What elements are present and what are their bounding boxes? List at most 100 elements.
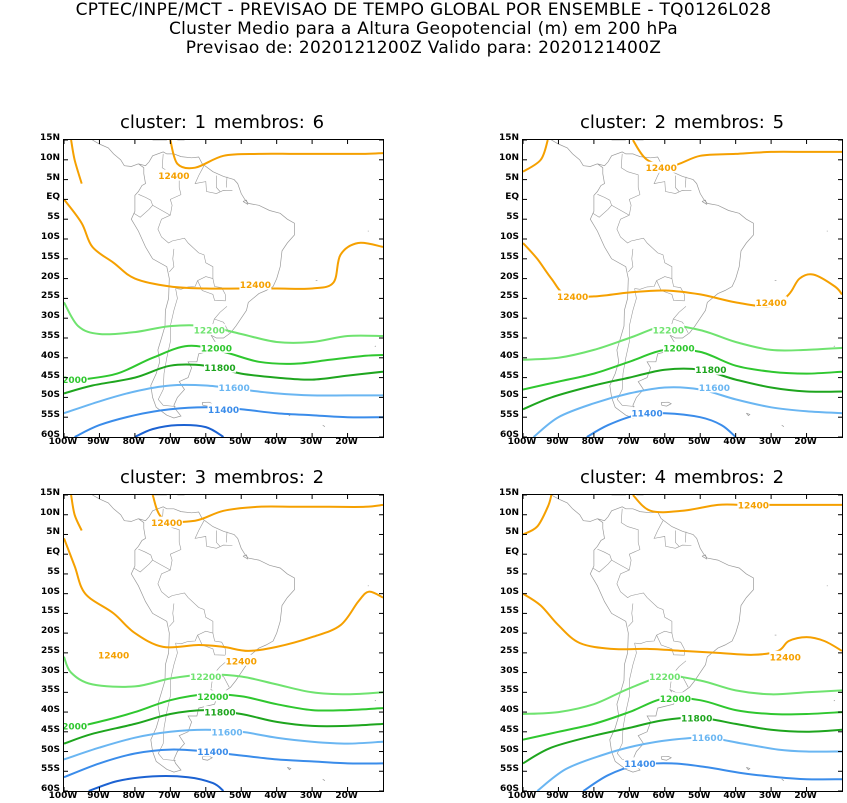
island-outline [660, 401, 672, 407]
contour-label: 12400 [226, 657, 257, 667]
lat-tick-label: 10N [39, 152, 60, 163]
lon-tick-label: 100W [48, 437, 78, 447]
lon-tick-label: 100W [507, 437, 537, 447]
country-border [157, 642, 178, 761]
lon-tick-label: 80W [122, 437, 146, 447]
contour-line-12400 [64, 198, 383, 290]
contour-line-11200 [88, 775, 225, 791]
contour-label: 12400 [557, 293, 588, 303]
lon-tick-label: 20W [794, 791, 817, 801]
contour-label: 11800 [695, 366, 726, 376]
lat-tick-label: 10S [499, 586, 519, 597]
lat-tick-label: 35S [499, 685, 519, 696]
island-outline [374, 345, 377, 347]
country-border [673, 318, 689, 334]
country-border [634, 630, 672, 645]
country-border [157, 549, 214, 634]
contour-label: 11600 [218, 384, 249, 394]
lat-tick-label: EQ [505, 547, 519, 558]
contour-label-bg [200, 341, 233, 353]
contour-label-bg [631, 407, 664, 419]
panel-title-cluster-1: cluster: 1 membros: 6 [119, 112, 325, 133]
contour-label-bg [659, 692, 692, 704]
contour-label-bg [691, 731, 724, 743]
central-america-coastline [92, 495, 139, 522]
country-border [152, 205, 171, 216]
lon-tick-label: 90W [87, 791, 110, 801]
country-border [634, 276, 672, 290]
contour-label-bg [225, 654, 258, 666]
panel-title-cluster-4: cluster: 4 membros: 2 [579, 467, 785, 488]
central-america-coastline [92, 140, 139, 167]
country-border [157, 194, 214, 279]
country-border [620, 153, 641, 195]
island-outline [322, 778, 326, 781]
country-border [152, 559, 171, 571]
contour-label: 11400 [197, 748, 228, 758]
lat-tick-label: 40S [40, 350, 60, 361]
contour-line-12200 [64, 656, 383, 696]
lat-tick-label: 50S [40, 390, 60, 401]
lat-tick-label: 5N [46, 527, 60, 538]
island-outline [746, 412, 751, 417]
contour-label: 12200 [653, 327, 684, 337]
contour-label: 11800 [204, 364, 235, 374]
contour-line-11600 [536, 736, 842, 791]
island-outline [242, 554, 249, 560]
country-border [656, 280, 685, 302]
lat-tick-label: EQ [46, 192, 60, 203]
contour-line-12400 [151, 495, 383, 523]
lat-tick-label: 5S [47, 212, 60, 223]
contour-label-bg [218, 381, 251, 393]
contour-label: 11800 [681, 714, 712, 724]
lat-tick-label: 35S [499, 331, 519, 341]
island-outline [287, 766, 292, 771]
contour-label-bg [203, 361, 236, 373]
contour-label: 12400 [738, 501, 769, 511]
lat-tick-label: 10S [40, 232, 60, 242]
panel-title-cluster-3: cluster: 3 membros: 2 [119, 467, 325, 488]
coastline [589, 506, 754, 773]
contour-label: 11800 [204, 709, 235, 719]
contour-line-12000 [81, 344, 383, 381]
island-outline [660, 755, 672, 761]
lon-tick-label: 50W [228, 791, 252, 801]
contour-line-12400 [523, 495, 553, 536]
country-border [133, 548, 153, 573]
lon-tick-label: 70W [617, 437, 640, 447]
lon-tick-label: 100W [507, 791, 537, 801]
country-border [616, 549, 673, 634]
country-border [611, 205, 630, 216]
contour-line-11600 [532, 386, 842, 437]
lat-tick-label: 15S [499, 251, 519, 262]
lon-tick-label: 100W [48, 791, 78, 801]
contour-line-12400 [523, 140, 549, 173]
lat-tick-label: 40S [40, 705, 60, 716]
country-border [611, 559, 630, 571]
contour-label-bg [769, 650, 802, 662]
lat-tick-label: 30S [499, 311, 519, 322]
country-border [226, 531, 228, 543]
country-border [197, 634, 226, 656]
country-border [675, 175, 680, 192]
lat-tick-label: 55S [40, 410, 60, 421]
contour-label-bg [196, 690, 229, 702]
lon-tick-label: 20W [794, 437, 817, 447]
lon-tick-label: 70W [158, 437, 181, 447]
lon-tick-label: 70W [158, 791, 181, 801]
lat-tick-label: 10N [39, 507, 60, 518]
lon-tick-label: 30W [299, 791, 323, 801]
contour-label: 12400 [755, 299, 786, 309]
contour-label-bg [623, 757, 656, 769]
lat-tick-label: 40S [499, 350, 519, 361]
island-outline [701, 199, 708, 205]
map-canvas: 12400 12400 12200 12000 11800 11600 11400 2000 [64, 140, 383, 437]
lat-tick-label: 60S [499, 430, 519, 440]
lon-tick-label: 50W [228, 437, 252, 447]
country-border [226, 176, 228, 188]
lat-tick-label: 5N [46, 172, 60, 183]
contour-line-11400 [582, 762, 842, 791]
map-panel-cluster-3: 12400 12400 12400 12200 12000 11800 11600 11400… [63, 494, 384, 792]
lon-tick-label: 40W [264, 437, 287, 447]
contour-line-12400 [70, 495, 83, 531]
